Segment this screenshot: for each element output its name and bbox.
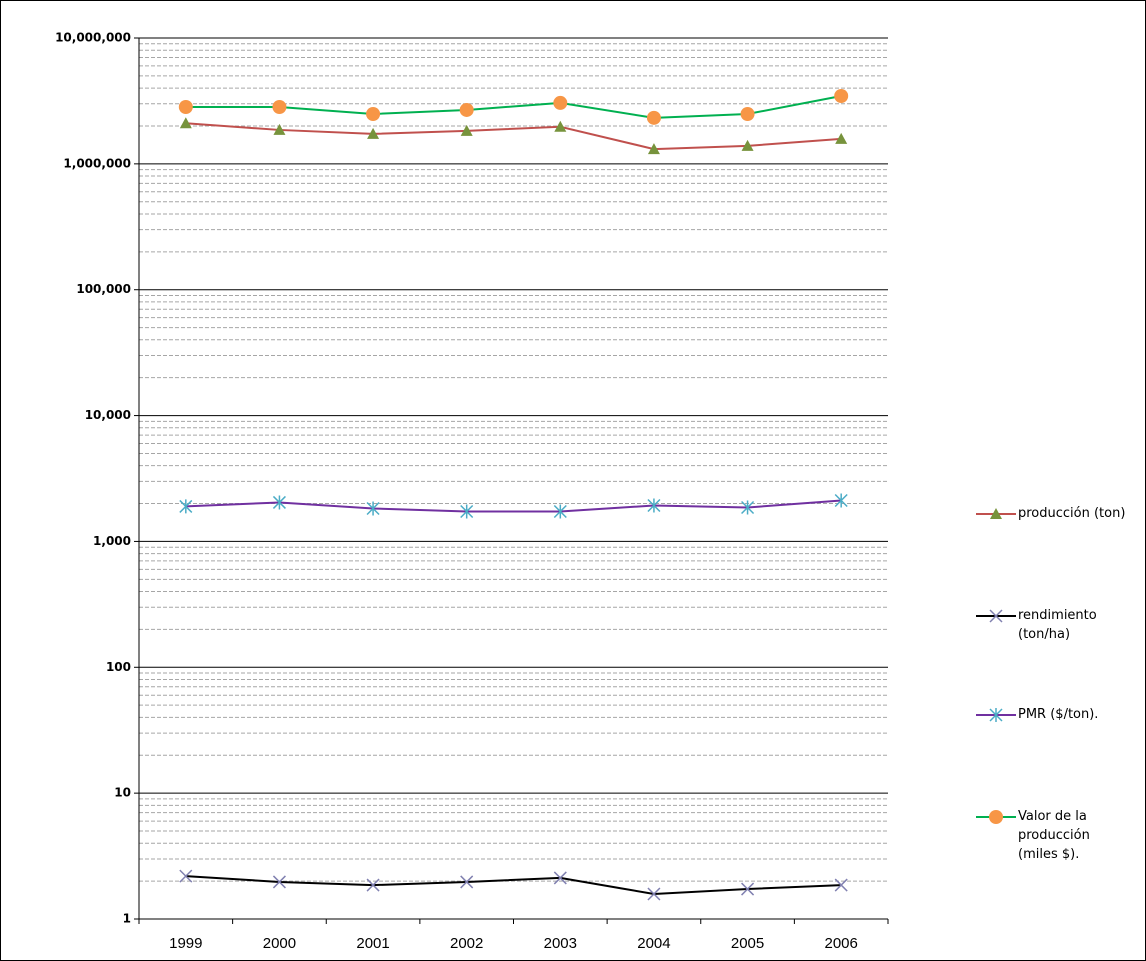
- marker: [741, 882, 755, 896]
- marker: [366, 878, 380, 892]
- legend-key: [976, 810, 1016, 824]
- legend-label: rendimiento (ton/ha): [1018, 608, 1097, 642]
- x-tick-label: 2001: [356, 935, 389, 952]
- x-tick-label: 2005: [731, 935, 764, 952]
- marker: [989, 708, 1003, 722]
- marker: [647, 498, 661, 513]
- legend-label: producción (ton): [1018, 506, 1126, 521]
- marker: [459, 102, 474, 117]
- x-tick-label: 2006: [825, 935, 858, 952]
- marker: [553, 504, 567, 519]
- y-tick-label: 10: [114, 786, 131, 800]
- marker: [179, 869, 193, 883]
- marker: [834, 878, 848, 892]
- marker: [740, 106, 755, 121]
- marker: [179, 117, 192, 129]
- marker: [179, 499, 193, 514]
- y-tick-label: 10,000,000: [55, 31, 131, 45]
- series-line: [185, 122, 842, 151]
- legend-item: rendimiento (ton/ha): [976, 606, 1128, 644]
- marker: [646, 110, 661, 125]
- marker: [553, 871, 567, 885]
- series-line: [185, 95, 842, 119]
- marker: [460, 875, 474, 889]
- y-tick-label: 100: [106, 660, 131, 674]
- marker: [460, 504, 474, 519]
- marker: [989, 609, 1003, 623]
- marker: [272, 495, 286, 510]
- marker: [366, 501, 380, 516]
- x-tick-label: 2002: [450, 935, 483, 952]
- marker: [835, 132, 848, 144]
- marker: [647, 887, 661, 901]
- y-tick-label: 10,000: [85, 408, 131, 422]
- y-tick-label: 1: [123, 912, 131, 926]
- x-tick-label: 2004: [637, 935, 670, 952]
- marker: [834, 89, 849, 104]
- legend-key: [976, 708, 1016, 722]
- legend-item: producción (ton): [976, 504, 1128, 524]
- marker: [647, 143, 660, 155]
- marker: [367, 127, 380, 139]
- x-tick-label: 2003: [544, 935, 577, 952]
- x-tick-label: 2000: [263, 935, 296, 952]
- marker: [273, 123, 286, 135]
- legend-key: [976, 508, 1016, 519]
- marker: [366, 106, 381, 121]
- marker: [989, 810, 1003, 824]
- marker: [741, 139, 754, 151]
- y-tick-label: 100,000: [76, 282, 131, 296]
- series-line: [185, 875, 842, 896]
- legend-key: [976, 609, 1016, 623]
- marker: [553, 95, 568, 110]
- y-tick-label: 1,000: [93, 534, 131, 548]
- y-tick-label: 1,000,000: [63, 156, 131, 170]
- marker: [272, 99, 287, 114]
- legend-item: Valor de la producción (miles $).: [976, 807, 1098, 864]
- marker: [178, 99, 193, 114]
- series-line: [185, 499, 842, 513]
- legend-label: PMR ($/ton).: [1018, 707, 1099, 722]
- legend-label: Valor de la producción (miles $).: [1018, 809, 1090, 862]
- legend-item: PMR ($/ton).: [976, 705, 1128, 725]
- marker: [460, 124, 473, 136]
- marker: [741, 500, 755, 515]
- x-tick-label: 1999: [169, 935, 202, 952]
- marker: [834, 493, 848, 508]
- marker: [272, 875, 286, 889]
- marker: [554, 120, 567, 132]
- marker: [990, 508, 1002, 519]
